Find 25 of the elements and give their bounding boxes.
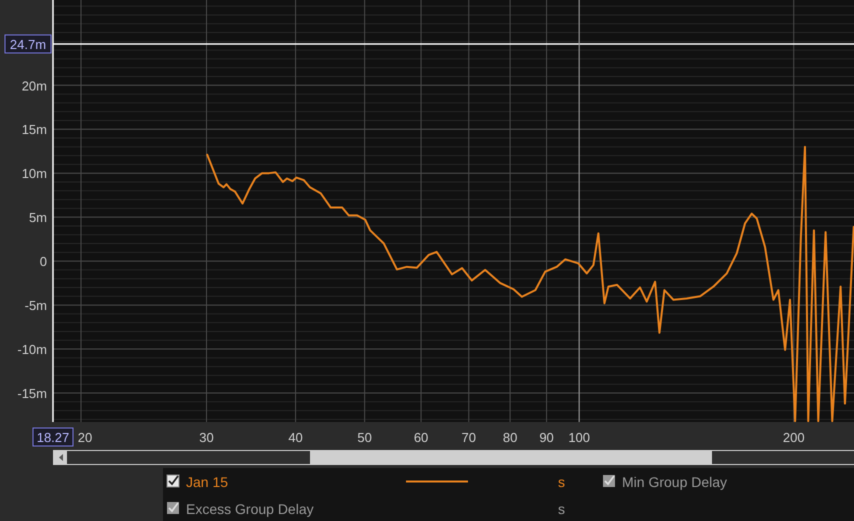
y-tick-label: -10m [17, 342, 47, 358]
text: Excess Group Delay [186, 501, 314, 517]
y-tick-label: 0 [40, 254, 47, 270]
y-tick-label: 15m [22, 122, 47, 138]
y-tick-label: -15m [17, 386, 47, 401]
text: Jan 15 [186, 474, 228, 490]
y-tick-label: 20m [22, 78, 47, 94]
y-tick-label: 10m [22, 166, 47, 182]
x-tick-label: 30 [199, 430, 214, 445]
x-tick-label: 90 [539, 430, 554, 445]
text: s [558, 501, 565, 517]
ref-line-label: 24.7m [10, 36, 46, 52]
x-tick-label: 20 [78, 430, 92, 445]
text: s [558, 474, 565, 490]
text: Min Group Delay [622, 474, 728, 490]
x-tick-label: 200 [782, 430, 805, 445]
x-tick-label: 50 [357, 430, 372, 445]
y-tick-label: -5m [24, 298, 47, 314]
x-tick-label: 100 [568, 430, 590, 445]
x-tick-label: 18.27 [36, 430, 70, 445]
x-tick-label: 80 [502, 430, 518, 445]
y-tick-label: 5m [28, 210, 47, 226]
x-tick-label: 60 [414, 430, 428, 445]
x-tick-label: 70 [462, 430, 476, 445]
x-tick-label: 40 [288, 430, 303, 445]
